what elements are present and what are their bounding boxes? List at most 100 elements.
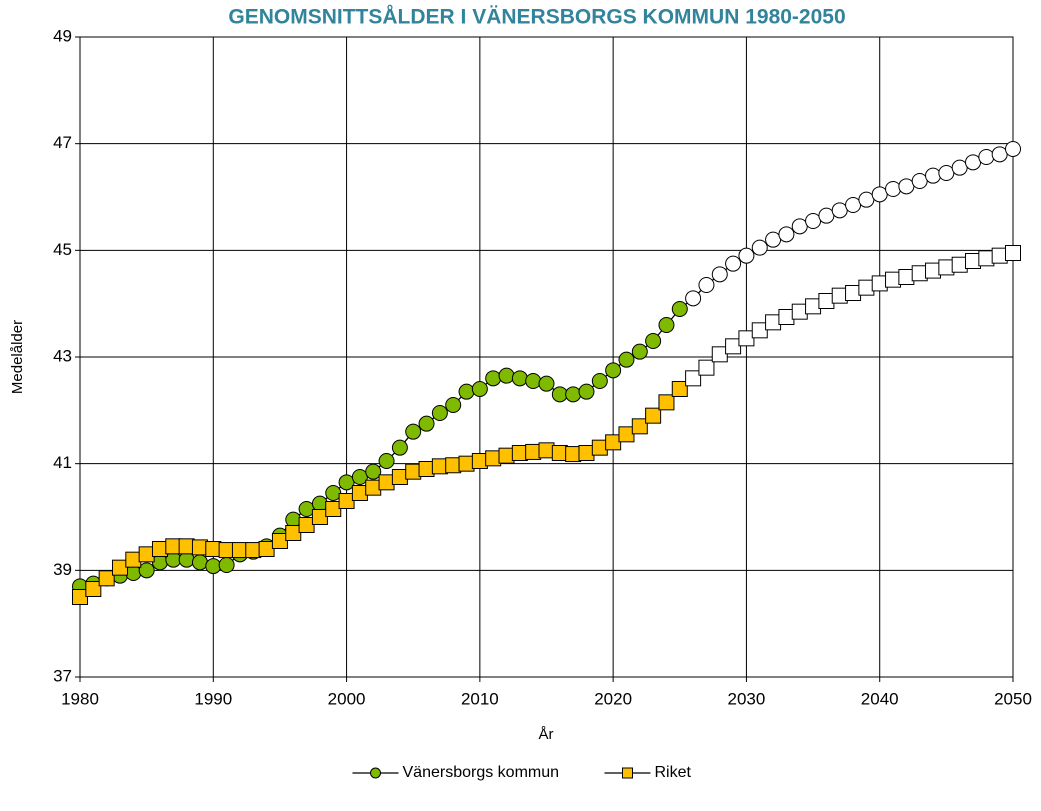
x-tick-label: 1990 <box>194 689 232 708</box>
marker <box>471 381 488 397</box>
marker <box>591 439 608 456</box>
marker <box>645 333 662 349</box>
marker <box>765 314 782 331</box>
marker <box>778 226 795 243</box>
marker <box>285 525 302 541</box>
marker <box>605 434 622 451</box>
marker <box>245 542 262 559</box>
marker <box>871 275 888 292</box>
marker <box>858 191 875 208</box>
marker <box>991 146 1008 163</box>
marker <box>791 218 808 235</box>
marker <box>538 375 555 392</box>
marker <box>525 373 542 389</box>
marker <box>591 373 608 389</box>
series-line <box>79 148 1014 587</box>
marker <box>751 239 768 256</box>
marker <box>205 541 222 557</box>
marker <box>565 446 582 463</box>
marker <box>151 541 168 557</box>
marker <box>445 397 462 413</box>
y-tick-label: 43 <box>53 346 72 365</box>
marker <box>845 197 862 213</box>
marker <box>978 250 995 267</box>
marker <box>951 159 968 176</box>
marker <box>645 407 662 424</box>
marker <box>631 418 648 435</box>
marker <box>418 461 435 477</box>
x-axis-label: År <box>539 726 554 743</box>
marker <box>378 453 395 469</box>
marker <box>658 317 675 333</box>
x-tick-label: 2010 <box>461 689 499 708</box>
marker <box>378 474 395 491</box>
marker <box>151 554 168 571</box>
marker <box>485 450 502 467</box>
marker <box>538 442 555 459</box>
marker <box>511 445 528 461</box>
marker <box>751 322 768 339</box>
marker <box>578 383 595 400</box>
marker <box>938 165 955 181</box>
marker <box>218 542 235 559</box>
marker <box>298 517 315 533</box>
marker <box>738 247 755 264</box>
marker <box>311 509 328 525</box>
marker <box>498 367 515 384</box>
marker <box>471 453 488 469</box>
chart-title: GENOMSNITTSÅLDER I VÄNERSBORGS KOMMUN 19… <box>228 5 845 29</box>
y-tick-label: 39 <box>53 560 72 579</box>
marker <box>1005 141 1021 157</box>
marker <box>485 370 502 387</box>
marker <box>365 463 382 480</box>
marker <box>391 469 408 485</box>
marker <box>191 539 208 556</box>
marker <box>85 581 102 597</box>
marker <box>685 290 702 307</box>
marker <box>165 538 182 555</box>
marker <box>458 455 475 472</box>
marker <box>711 346 728 363</box>
marker <box>111 559 128 576</box>
marker <box>405 463 422 480</box>
marker <box>845 285 862 301</box>
x-tick-label: 2050 <box>994 689 1032 708</box>
marker <box>431 405 448 421</box>
y-tick-label: 45 <box>53 240 72 259</box>
marker <box>418 415 435 432</box>
x-tick-label: 2020 <box>594 689 632 708</box>
y-tick-label: 47 <box>53 133 72 152</box>
marker <box>298 501 315 517</box>
marker <box>365 479 382 496</box>
x-tick-label: 2000 <box>328 689 366 708</box>
marker <box>338 474 355 491</box>
marker <box>765 231 782 248</box>
marker <box>778 309 795 325</box>
marker <box>72 589 88 605</box>
marker <box>911 173 928 189</box>
marker <box>618 351 635 368</box>
marker <box>551 386 568 403</box>
marker <box>605 362 622 379</box>
y-tick-label: 37 <box>53 666 72 685</box>
marker <box>618 426 635 443</box>
marker <box>725 255 742 272</box>
marker <box>98 570 115 587</box>
marker <box>871 186 888 203</box>
marker <box>898 178 915 195</box>
marker <box>231 542 248 559</box>
marker <box>698 277 715 293</box>
marker <box>898 269 915 285</box>
legend-item: Vänersborgs kommun <box>352 764 559 781</box>
marker <box>351 469 368 485</box>
marker <box>338 493 355 509</box>
marker <box>1005 245 1021 261</box>
x-tick-label: 2030 <box>728 689 766 708</box>
marker <box>458 383 475 400</box>
marker <box>191 554 208 571</box>
marker <box>551 445 568 461</box>
marker <box>405 423 422 440</box>
y-tick-label: 49 <box>53 26 72 45</box>
marker <box>325 501 342 517</box>
